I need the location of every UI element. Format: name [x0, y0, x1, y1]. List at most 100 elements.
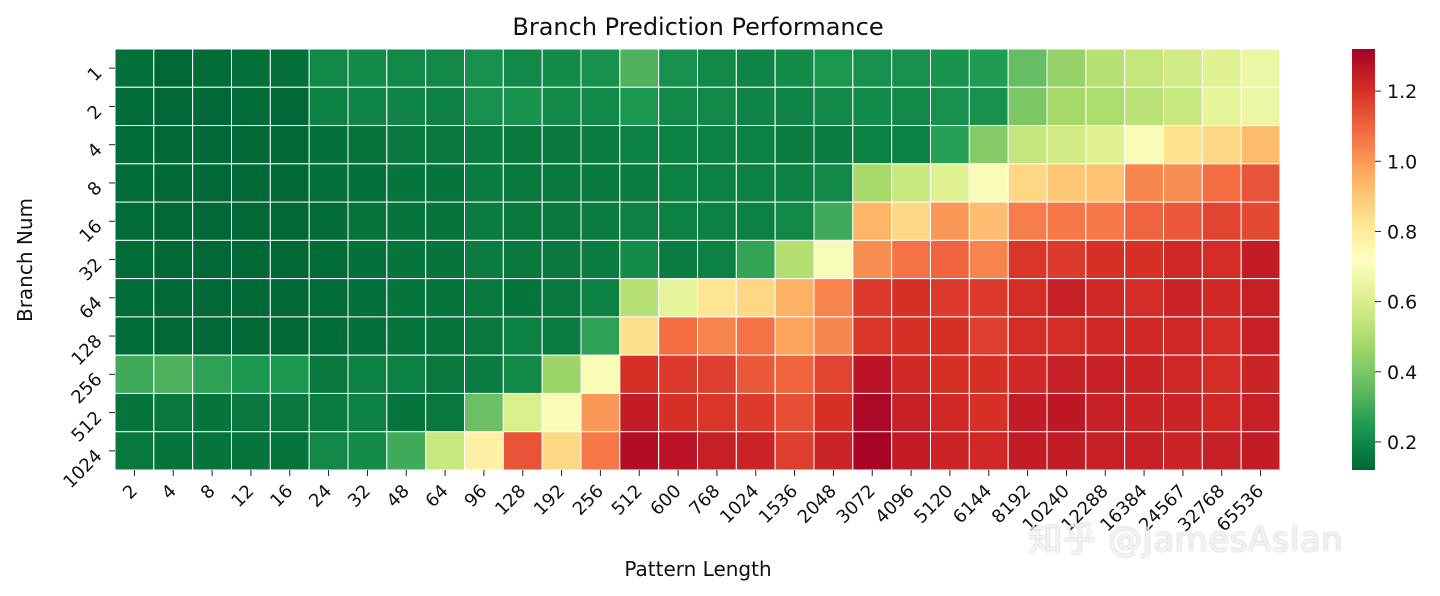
- heatmap-cell: [541, 48, 582, 88]
- heatmap-cell: [619, 48, 660, 88]
- x-tick-label: 24: [305, 481, 336, 512]
- heatmap-cell: [269, 392, 310, 433]
- heatmap-cell: [774, 239, 815, 280]
- heatmap-cell: [425, 125, 465, 165]
- heatmap-cell: [1007, 431, 1048, 471]
- heatmap-cell: [1240, 239, 1281, 280]
- heatmap-cell: [464, 431, 504, 471]
- heatmap-cell: [658, 125, 699, 165]
- heatmap-cell: [347, 431, 388, 471]
- heatmap-cell: [1046, 48, 1087, 88]
- heatmap-cell: [231, 431, 271, 471]
- heatmap-cell: [1124, 278, 1164, 318]
- heatmap-cell: [308, 392, 349, 433]
- heatmap-cell: [852, 239, 893, 280]
- heatmap-cell: [192, 163, 233, 203]
- heatmap-cell: [153, 392, 194, 433]
- heatmap-cell: [1240, 125, 1281, 165]
- heatmap-cell: [1201, 48, 1242, 88]
- heatmap-cell: [231, 48, 271, 88]
- heatmap-cell: [930, 431, 970, 471]
- heatmap-cell: [231, 201, 271, 241]
- heatmap-cell: [735, 354, 776, 394]
- heatmap-cell: [1163, 125, 1203, 165]
- heatmap-cell: [425, 278, 465, 318]
- heatmap-cell: [852, 125, 893, 165]
- heatmap-cell: [891, 125, 932, 165]
- heatmap-cell: [114, 431, 155, 471]
- heatmap-cell: [1124, 86, 1164, 127]
- x-tick-label: 8: [197, 481, 220, 504]
- heatmap-cell: [968, 48, 1009, 88]
- heatmap-cell: [464, 201, 504, 241]
- heatmap-cell: [425, 392, 465, 433]
- heatmap-cell: [891, 431, 932, 471]
- heatmap-cell: [891, 392, 932, 433]
- heatmap-cell: [891, 239, 932, 280]
- heatmap-cell: [114, 354, 155, 394]
- heatmap-cell: [774, 354, 815, 394]
- heatmap-cell: [735, 86, 776, 127]
- heatmap-cell: [1240, 163, 1281, 203]
- heatmap-cell: [968, 431, 1009, 471]
- heatmap-cell: [1201, 392, 1242, 433]
- heatmap-cell: [347, 48, 388, 88]
- x-tick-label: 64: [422, 481, 453, 512]
- heatmap-cell: [1201, 125, 1242, 165]
- heatmap-cell: [1163, 86, 1203, 127]
- heatmap-cell: [658, 392, 699, 433]
- x-axis-label: Pattern Length: [624, 557, 771, 581]
- y-tick-label: 512: [67, 407, 106, 446]
- heatmap-cell: [580, 86, 621, 127]
- heatmap-cell: [813, 354, 854, 394]
- heatmap-cell: [774, 125, 815, 165]
- heatmap-cell: [891, 163, 932, 203]
- heatmap-cell: [735, 278, 776, 318]
- heatmap-cell: [231, 86, 271, 127]
- x-tick-label: 6144: [949, 481, 996, 528]
- heatmap-cell: [852, 392, 893, 433]
- heatmap-cell: [1085, 163, 1126, 203]
- heatmap-cell: [541, 354, 582, 394]
- heatmap-cell: [580, 48, 621, 88]
- heatmap-cell: [1085, 392, 1126, 433]
- heatmap-cell: [308, 86, 349, 127]
- heatmap-cell: [580, 354, 621, 394]
- heatmap-cell: [308, 125, 349, 165]
- heatmap-cell: [347, 125, 388, 165]
- heatmap-cell: [386, 316, 427, 356]
- heatmap-cell: [813, 201, 854, 241]
- heatmap-cell: [1085, 125, 1126, 165]
- heatmap-cell: [1240, 201, 1281, 241]
- heatmap-cell: [192, 239, 233, 280]
- heatmap-cell: [153, 125, 194, 165]
- heatmap-cell: [269, 163, 310, 203]
- heatmap-cell: [580, 431, 621, 471]
- heatmap-cell: [153, 316, 194, 356]
- heatmap-cell: [386, 431, 427, 471]
- heatmap-cell: [1046, 239, 1087, 280]
- heatmap-cell: [930, 316, 970, 356]
- heatmap-cell: [658, 163, 699, 203]
- y-tick-label: 8: [84, 178, 107, 201]
- heatmap-cell: [619, 86, 660, 127]
- x-tick-label: 512: [608, 481, 647, 520]
- heatmap-cell: [192, 125, 233, 165]
- heatmap-cell: [308, 239, 349, 280]
- heatmap-cell: [852, 86, 893, 127]
- x-tick-label: 1536: [755, 481, 802, 528]
- heatmap-cell: [192, 278, 233, 318]
- heatmap-cell: [502, 431, 543, 471]
- heatmap-cell: [619, 278, 660, 318]
- heatmap-cell: [541, 239, 582, 280]
- heatmap-cell: [541, 201, 582, 241]
- heatmap-cell: [735, 163, 776, 203]
- heatmap-cell: [308, 163, 349, 203]
- heatmap-cell: [852, 201, 893, 241]
- heatmap-cell: [541, 431, 582, 471]
- x-tick-label: 32: [344, 481, 375, 512]
- heatmap-cell: [697, 163, 737, 203]
- heatmap-cell: [735, 392, 776, 433]
- heatmap-cell: [1007, 239, 1048, 280]
- heatmap-cell: [697, 201, 737, 241]
